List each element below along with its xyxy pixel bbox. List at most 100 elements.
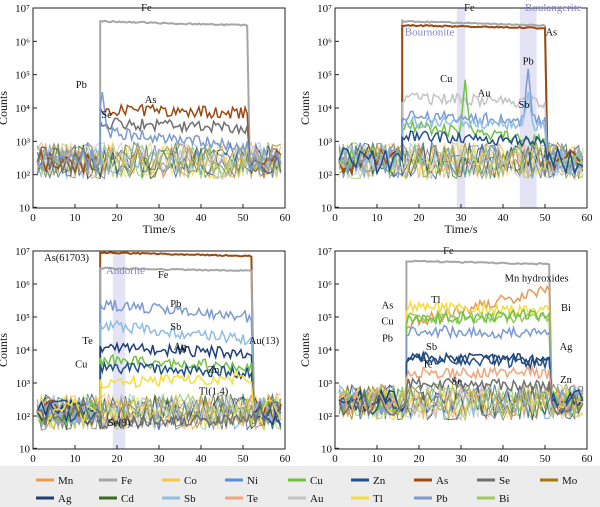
x-axis-label: Time/s bbox=[445, 222, 478, 236]
legend-label: Te bbox=[247, 493, 258, 505]
x-tick-label: 10 bbox=[70, 453, 82, 465]
legend-label: As bbox=[436, 475, 448, 487]
series-line-sb bbox=[36, 319, 282, 428]
legend-item-cu: Cu bbox=[288, 475, 323, 487]
element-label: Se bbox=[452, 377, 463, 388]
legend-label: Zn bbox=[373, 475, 386, 487]
y-tick-label: 10⁴ bbox=[317, 103, 332, 115]
legend-label: Mo bbox=[562, 475, 578, 487]
element-label: Sb bbox=[170, 322, 181, 333]
series-line-se bbox=[37, 395, 282, 430]
legend-label: Sb bbox=[184, 493, 196, 505]
x-tick-label: 20 bbox=[112, 212, 124, 224]
y-axis-label: Counts bbox=[0, 333, 10, 367]
mineral-label: Bournonite bbox=[405, 26, 455, 38]
legend-label: Se bbox=[499, 475, 510, 487]
element-label: Fe bbox=[464, 3, 475, 14]
series-line-pb bbox=[37, 299, 282, 427]
element-label: Zn bbox=[208, 365, 220, 376]
legend-label: Tl bbox=[373, 493, 383, 505]
x-tick-label: 20 bbox=[414, 212, 426, 224]
element-label: Au bbox=[478, 89, 492, 100]
series-line-as bbox=[36, 251, 282, 425]
element-label: As bbox=[145, 95, 157, 106]
y-tick-label: 10² bbox=[16, 170, 31, 182]
legend-item-as: As bbox=[414, 475, 448, 487]
y-tick-label: 10² bbox=[16, 411, 31, 423]
noise-trace-sb bbox=[36, 141, 282, 181]
element-label: Te bbox=[422, 359, 433, 370]
element-label: Ag bbox=[560, 342, 574, 353]
element-label: Cu bbox=[75, 359, 88, 370]
y-tick-label: 10 bbox=[19, 202, 31, 214]
legend-item-ni: Ni bbox=[225, 475, 258, 487]
y-tick-label: 10⁶ bbox=[15, 36, 30, 48]
legend-label: Mn bbox=[58, 475, 74, 487]
x-tick-label: 50 bbox=[540, 453, 552, 465]
y-axis-label: Counts bbox=[298, 333, 312, 367]
x-tick-label: 60 bbox=[280, 212, 292, 224]
series-line-se bbox=[338, 376, 584, 417]
x-tick-label: 40 bbox=[196, 212, 208, 224]
y-tick-label: 10² bbox=[318, 170, 333, 182]
legend-item-pb: Pb bbox=[414, 493, 448, 505]
noise-trace-tl bbox=[338, 383, 584, 422]
series-line-fe bbox=[36, 266, 282, 426]
y-tick-label: 10⁴ bbox=[15, 345, 30, 357]
y-tick-label: 10⁵ bbox=[15, 70, 30, 82]
legend-label: Cu bbox=[310, 475, 323, 487]
x-tick-label: 30 bbox=[456, 212, 468, 224]
highlight-band bbox=[456, 8, 466, 208]
series-line-cu bbox=[36, 353, 281, 427]
y-tick-label: 10⁷ bbox=[15, 3, 30, 15]
element-label: Mn hydroxides bbox=[505, 273, 569, 284]
y-tick-label: 10⁵ bbox=[317, 70, 332, 82]
series-line-zn bbox=[338, 129, 584, 176]
legend-label: Fe bbox=[121, 475, 132, 487]
element-label: Bi bbox=[561, 303, 571, 314]
element-label: Pb bbox=[170, 299, 181, 310]
element-label: Te bbox=[82, 336, 93, 347]
element-label: As bbox=[382, 301, 394, 312]
legend-label: Au bbox=[310, 493, 324, 505]
legend-item-mo: Mo bbox=[540, 475, 578, 487]
legend-item-tl: Tl bbox=[351, 493, 383, 505]
y-tick-label: 10 bbox=[321, 443, 333, 455]
legend-label: Bi bbox=[499, 493, 509, 505]
series-line-pb bbox=[36, 91, 282, 175]
legend-item-se: Se bbox=[477, 475, 510, 487]
y-tick-label: 10 bbox=[19, 443, 31, 455]
legend-label: Ag bbox=[58, 493, 72, 505]
legend-item-sb: Sb bbox=[162, 493, 196, 505]
y-tick-label: 10⁶ bbox=[317, 36, 332, 48]
x-tick-label: 0 bbox=[30, 212, 36, 224]
legend-item-fe: Fe bbox=[99, 475, 132, 487]
y-tick-label: 10⁷ bbox=[317, 246, 332, 258]
legend-label: Cd bbox=[121, 493, 134, 505]
legend-label: Ni bbox=[247, 475, 258, 487]
element-label: Sb bbox=[518, 100, 529, 111]
x-tick-label: 10 bbox=[70, 212, 82, 224]
legend-item-co: Co bbox=[162, 475, 197, 487]
series-line-sb bbox=[338, 91, 584, 175]
legend-item-te: Te bbox=[225, 493, 258, 505]
x-tick-label: 60 bbox=[280, 453, 292, 465]
y-axis-label: Counts bbox=[0, 91, 10, 125]
y-tick-label: 10³ bbox=[318, 378, 333, 390]
y-tick-label: 10⁴ bbox=[317, 345, 332, 357]
element-label: Pb bbox=[523, 57, 534, 68]
y-tick-label: 10⁵ bbox=[317, 312, 332, 324]
y-tick-label: 10⁶ bbox=[15, 279, 30, 291]
panel-2: 0 10 20 30 40 50 601010²10³10⁴10⁵10⁶10⁷Time/sC… bbox=[298, 2, 593, 236]
y-tick-label: 10² bbox=[318, 411, 333, 423]
legend-item-zn: Zn bbox=[351, 475, 386, 487]
y-tick-label: 10⁷ bbox=[317, 3, 332, 15]
legend-label: Co bbox=[184, 475, 197, 487]
x-tick-label: 10 bbox=[372, 212, 384, 224]
element-label: Ag bbox=[174, 342, 188, 353]
element-label: Fe bbox=[158, 270, 169, 281]
x-tick-label: 30 bbox=[456, 453, 468, 465]
series-line-as bbox=[338, 23, 583, 177]
y-tick-label: 10⁶ bbox=[317, 279, 332, 291]
